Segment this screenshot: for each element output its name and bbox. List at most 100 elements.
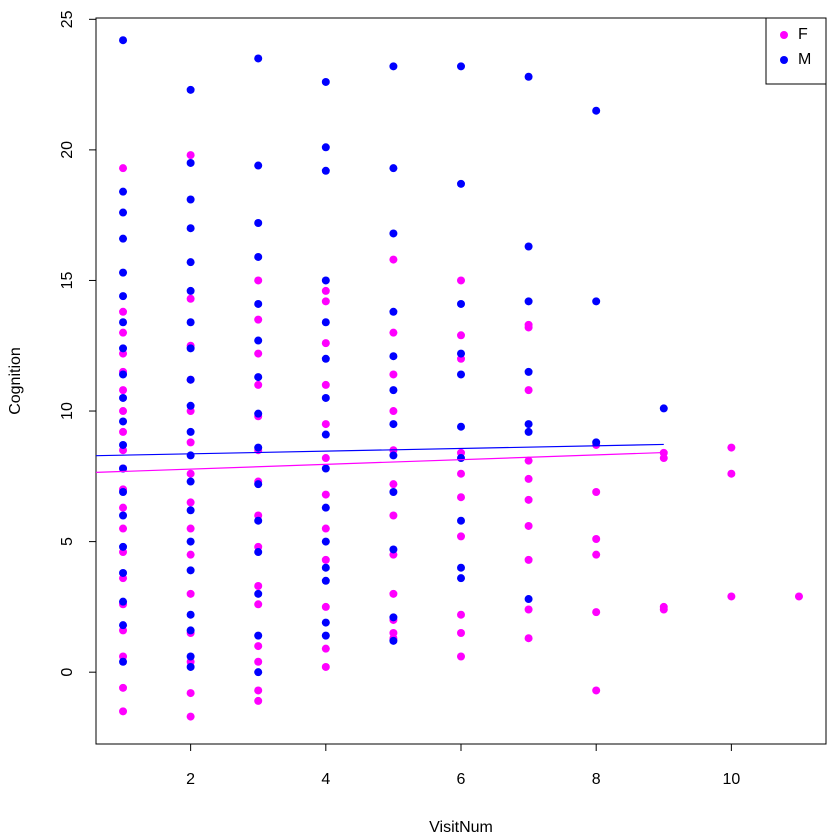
point <box>186 712 195 721</box>
point <box>457 349 465 358</box>
point <box>321 143 330 152</box>
point <box>119 503 128 512</box>
point <box>457 563 465 572</box>
point <box>389 480 398 489</box>
point <box>254 642 263 651</box>
point <box>457 469 465 478</box>
point <box>524 521 533 530</box>
point <box>321 380 330 389</box>
point <box>254 668 263 677</box>
point <box>321 644 330 653</box>
point <box>321 563 330 572</box>
fit-line <box>95 443 664 457</box>
point <box>524 297 533 306</box>
point <box>524 634 533 643</box>
point <box>186 524 195 533</box>
point <box>321 464 330 473</box>
point <box>592 297 601 306</box>
point <box>457 532 465 541</box>
point <box>119 393 128 402</box>
point <box>119 464 128 473</box>
point <box>119 344 128 353</box>
point <box>592 487 601 496</box>
point <box>321 576 330 585</box>
point <box>254 443 263 452</box>
point <box>119 683 128 692</box>
point <box>119 621 128 630</box>
point <box>321 490 330 499</box>
point <box>321 318 330 327</box>
point <box>119 164 128 173</box>
y-tick-label: 0 <box>59 668 76 677</box>
point <box>186 258 195 267</box>
point <box>119 657 128 666</box>
point <box>321 503 330 512</box>
y-tick-label: 5 <box>59 537 76 546</box>
point <box>794 592 803 601</box>
point <box>254 315 263 324</box>
point <box>186 451 195 460</box>
point <box>524 495 533 504</box>
point <box>119 597 128 606</box>
point <box>457 422 465 431</box>
point <box>524 386 533 395</box>
x-tick-label: 10 <box>722 771 740 788</box>
point <box>186 477 195 486</box>
y-tick-label: 25 <box>59 10 76 28</box>
point <box>389 511 398 520</box>
point <box>389 407 398 416</box>
point <box>321 77 330 86</box>
point <box>389 589 398 598</box>
point <box>186 662 195 671</box>
point <box>457 299 465 308</box>
point <box>254 631 263 640</box>
point <box>254 276 263 285</box>
point <box>119 292 128 301</box>
point <box>321 393 330 402</box>
point <box>592 106 601 115</box>
point <box>524 323 533 332</box>
point <box>321 166 330 175</box>
point <box>457 516 465 525</box>
point <box>321 602 330 611</box>
point <box>186 427 195 436</box>
point <box>457 179 465 188</box>
point <box>659 605 668 614</box>
legend-box <box>765 17 827 85</box>
point <box>321 537 330 546</box>
point <box>457 454 465 463</box>
point <box>389 613 398 622</box>
point <box>524 474 533 483</box>
x-axis-label: VisitNum <box>429 819 493 836</box>
point <box>727 592 736 601</box>
point <box>321 631 330 640</box>
point <box>186 537 195 546</box>
point <box>186 375 195 384</box>
point <box>119 318 128 327</box>
point <box>119 511 128 520</box>
point <box>119 427 128 436</box>
point <box>389 451 398 460</box>
point <box>592 550 601 559</box>
point <box>457 331 465 340</box>
point <box>186 652 195 661</box>
point <box>119 386 128 395</box>
point <box>524 595 533 604</box>
point <box>186 566 195 575</box>
point <box>321 297 330 306</box>
point <box>321 286 330 295</box>
point <box>321 662 330 671</box>
point <box>186 151 195 160</box>
point <box>659 454 668 463</box>
point <box>186 506 195 515</box>
point <box>389 62 398 71</box>
point <box>254 548 263 557</box>
point <box>389 352 398 361</box>
point <box>186 195 195 204</box>
point <box>119 417 128 426</box>
point <box>321 339 330 348</box>
point <box>119 370 128 379</box>
point <box>119 524 128 533</box>
point <box>524 555 533 564</box>
